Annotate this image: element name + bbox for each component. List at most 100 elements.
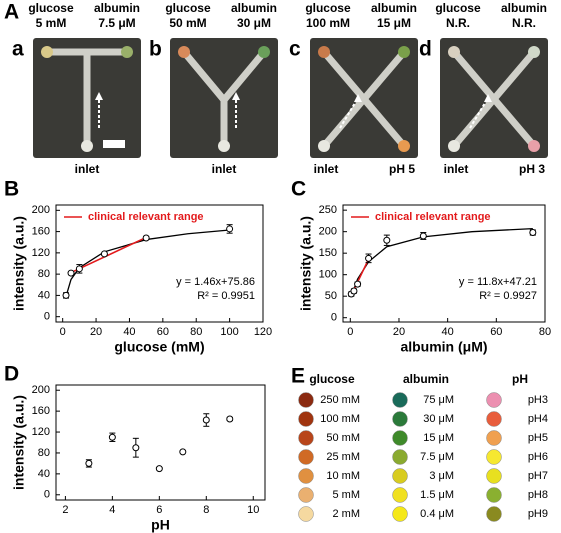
plot-frame	[342, 204, 546, 323]
y-tick-label: 40	[38, 289, 50, 301]
column-header: glucose	[309, 372, 355, 386]
photo-text: inlet	[314, 162, 339, 176]
photo-text: glucose	[305, 1, 351, 15]
y-tick-label: 40	[38, 468, 50, 480]
y-axis-label: intensity (a.u.)	[11, 216, 27, 311]
data-point	[155, 465, 163, 473]
data-point	[202, 416, 210, 424]
scale-bar	[103, 140, 125, 148]
flow-arrow	[469, 97, 489, 129]
column-header: albumin	[403, 372, 449, 386]
channel	[220, 48, 268, 104]
photo-text: 5 mM	[36, 16, 67, 30]
swatch-label: pH5	[528, 432, 548, 444]
x-tick-label: 120	[254, 326, 272, 338]
channel-well	[178, 46, 190, 58]
photo-label: d	[419, 38, 432, 61]
photo-label: c	[289, 38, 301, 61]
y-axis-label: intensity (a.u.)	[298, 216, 314, 311]
y-tick-label: 0	[331, 312, 337, 324]
y-tick-label: 120	[32, 247, 50, 259]
swatch-label: 25 mM	[326, 451, 360, 463]
photo-text: 15 μM	[377, 16, 411, 30]
plot-frame	[55, 384, 266, 501]
fit-annotation: y = 1.46x+75.86	[176, 276, 255, 288]
y-tick-label: 80	[38, 268, 50, 280]
y-axis-label: intensity (a.u.)	[11, 395, 27, 490]
y-tick-label: 100	[319, 269, 337, 281]
color-swatch	[392, 430, 408, 446]
swatch-label: 75 μM	[423, 394, 454, 406]
x-tick-label: 40	[123, 326, 135, 338]
x-tick-label: 40	[442, 326, 454, 338]
swatch-label: pH6	[528, 451, 548, 463]
channel-well	[318, 46, 330, 58]
y-tick-label: 250	[319, 204, 337, 216]
color-swatch	[298, 506, 314, 522]
data-point	[85, 459, 93, 467]
flow-arrow-head	[232, 92, 240, 100]
photo-text: glucose	[28, 1, 74, 15]
photo-text: glucose	[165, 1, 211, 15]
panel-label: E	[291, 365, 305, 388]
color-swatch	[298, 468, 314, 484]
data-point	[226, 225, 234, 233]
swatch-label: pH7	[528, 470, 548, 482]
y-tick-label: 80	[38, 447, 50, 459]
x-tick-label: 2	[62, 504, 68, 516]
x-tick-label: 20	[393, 326, 405, 338]
data-point	[419, 232, 427, 240]
color-swatch	[486, 506, 502, 522]
photo-text: N.R.	[446, 16, 470, 30]
x-tick-label: 20	[90, 326, 102, 338]
color-swatch	[298, 449, 314, 465]
flow-arrow-head	[95, 92, 103, 100]
data-point	[67, 269, 75, 277]
x-tick-label: 4	[109, 504, 115, 516]
channel-well	[398, 140, 410, 152]
photo-text: 50 mM	[169, 16, 206, 30]
swatch-label: pH3	[528, 394, 548, 406]
photo-text: albumin	[231, 1, 277, 15]
x-tick-label: 80	[539, 326, 551, 338]
swatch-label: 10 mM	[326, 470, 360, 482]
x-tick-label: 0	[347, 326, 353, 338]
swatch-label: pH4	[528, 413, 548, 425]
legend-label: clinical relevant range	[88, 211, 204, 223]
y-tick-label: 0	[44, 489, 50, 501]
data-point	[62, 291, 70, 299]
color-swatch	[486, 430, 502, 446]
photo-label: a	[12, 38, 24, 61]
x-tick-label: 100	[220, 326, 238, 338]
data-point	[179, 448, 187, 456]
x-tick-label: 10	[247, 504, 259, 516]
x-tick-label: 60	[157, 326, 169, 338]
color-swatch	[392, 487, 408, 503]
panel-label: C	[291, 178, 306, 201]
y-tick-label: 0	[44, 311, 50, 323]
photo-text: albumin	[94, 1, 140, 15]
photo-text: pH 3	[519, 162, 545, 176]
y-tick-label: 160	[32, 405, 50, 417]
swatch-label: 50 mM	[326, 432, 360, 444]
range-line	[70, 236, 147, 274]
color-swatch	[392, 449, 408, 465]
photo-text: 100 mM	[306, 16, 350, 30]
panel-label: D	[4, 363, 19, 386]
swatch-label: 100 mM	[320, 413, 360, 425]
fit-annotation: y = 11.8x+47.21	[459, 276, 537, 288]
x-axis-label: albumin (μM)	[400, 339, 487, 355]
color-swatch	[486, 468, 502, 484]
swatch-label: pH8	[528, 489, 548, 501]
channel-well	[528, 140, 540, 152]
panel-label: A	[4, 1, 19, 24]
x-axis-label: pH	[151, 517, 170, 533]
swatch-label: 7.5 μM	[420, 451, 454, 463]
y-tick-label: 120	[32, 426, 50, 438]
channel	[320, 48, 408, 150]
data-point	[226, 415, 234, 423]
channel-well	[318, 140, 330, 152]
